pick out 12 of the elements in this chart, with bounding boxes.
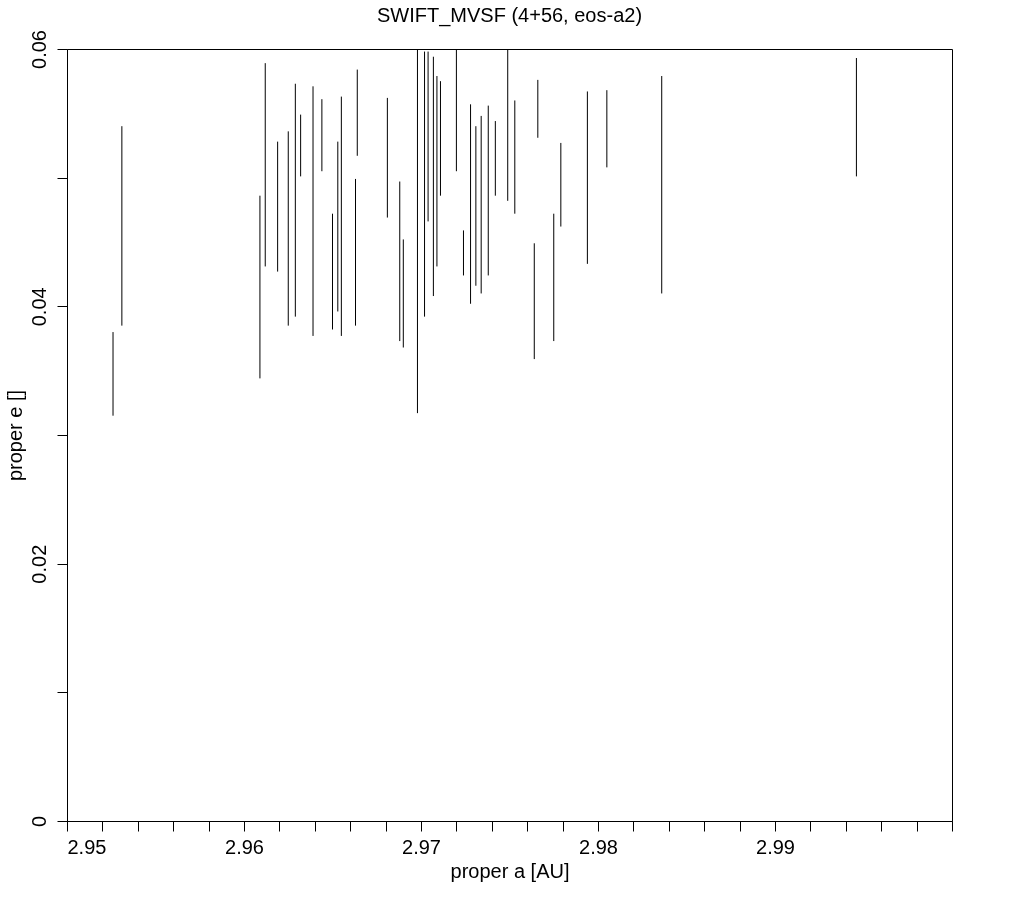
- y-tick-label: 0.04: [27, 287, 50, 327]
- x-tick-label: 2.98: [579, 835, 618, 858]
- x-tick-label: 2.99: [756, 835, 795, 858]
- x-tick-label: 2.96: [225, 835, 264, 858]
- y-tick-label: 0: [27, 815, 50, 828]
- chart-title: SWIFT_MVSF (4+56, eos-a2): [376, 3, 643, 27]
- y-tick-label: 0.02: [27, 544, 50, 584]
- x-tick-label: 2.95: [67, 835, 107, 858]
- x-axis-title: proper a [AU]: [450, 859, 570, 882]
- x-tick-label: 2.97: [402, 835, 441, 858]
- y-axis-title: proper e []: [3, 389, 26, 482]
- y-tick-label: 0.06: [27, 30, 50, 69]
